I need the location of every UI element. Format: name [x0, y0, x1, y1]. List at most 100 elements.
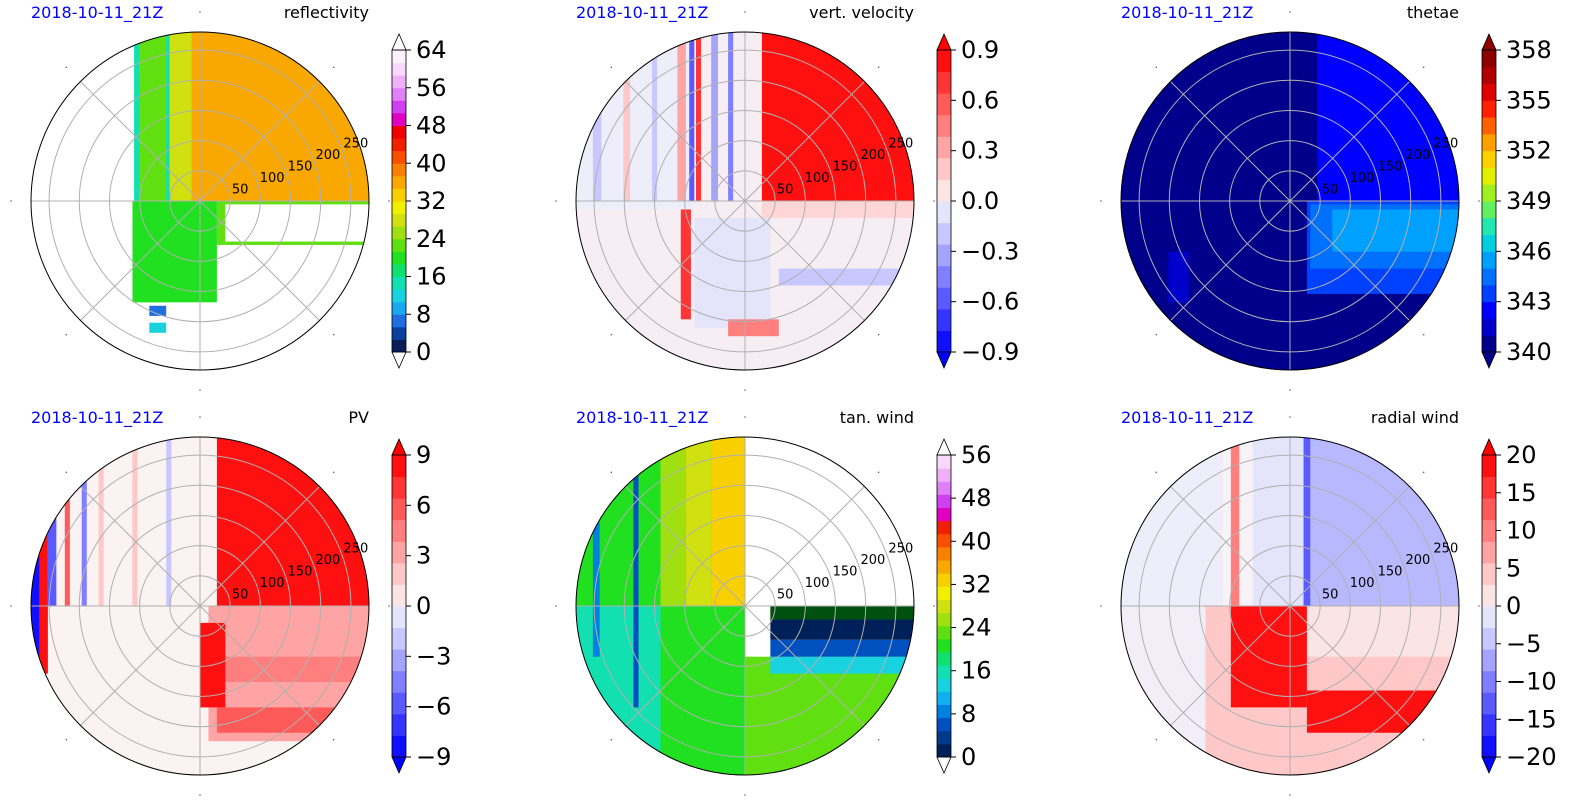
colorbar-segment [1482, 519, 1496, 542]
colorbar-segment [1482, 562, 1496, 585]
colorbar-extend-max [1481, 33, 1497, 51]
field-region [745, 656, 914, 775]
theta-tick [1289, 389, 1291, 391]
field-region [64, 470, 70, 606]
polar-outline [30, 436, 370, 776]
colorbar-segment [392, 476, 406, 499]
colorbar-segment [937, 494, 951, 509]
grid-spoke [744, 605, 865, 726]
colorbar-extend-max [1481, 438, 1497, 456]
theta-tick [877, 333, 880, 336]
colorbar-segment [937, 507, 951, 522]
r-tick-label: 250 [343, 136, 368, 151]
colorbar-segment [392, 649, 406, 672]
polar-outline [575, 436, 915, 776]
r-tick-label: 200 [861, 148, 886, 163]
panel-title: vert. velocity [809, 3, 914, 22]
colorbar-segment [937, 704, 951, 719]
theta-tick [877, 738, 880, 741]
colorbar-tick-label: 64 [416, 36, 447, 64]
r-tick-label: 250 [343, 541, 368, 556]
colorbar-tick-label: 0.3 [961, 137, 999, 165]
theta-tick [933, 200, 935, 202]
colorbar-segment [937, 546, 951, 561]
colorbar-segment [937, 93, 951, 116]
r-tick-label: 50 [1322, 587, 1339, 602]
field-region [728, 319, 779, 337]
colorbar-segment [937, 201, 951, 224]
colorbar-tick-label: 6 [416, 491, 431, 519]
colorbar-segment [392, 175, 406, 189]
grid-spoke [1289, 200, 1410, 321]
field-region [711, 32, 718, 201]
colorbar-segment [937, 625, 951, 640]
panel-date-label: 2018-10-11_21Z [1121, 3, 1253, 23]
colorbar-tick-label: 32 [416, 187, 447, 215]
polar-grid [1121, 32, 1459, 370]
colorbar-segment [937, 691, 951, 705]
theta-tick [65, 738, 68, 741]
panel-title: PV [348, 408, 369, 427]
grid-spoke [625, 605, 746, 726]
colorbar-tick-label: −20 [1506, 743, 1557, 771]
r-tick-label: 100 [805, 576, 830, 591]
field-region [47, 487, 57, 606]
colorbar-tick-label: 0.9 [961, 36, 999, 64]
colorbar-segment [1482, 541, 1496, 564]
theta-tick [555, 605, 557, 607]
theta-tick [877, 471, 880, 474]
colorbar-segment [1482, 167, 1496, 185]
colorbar-extend-min [391, 351, 407, 369]
polar-grid [576, 437, 914, 775]
colorbar-segment [1482, 713, 1496, 736]
colorbar-tick-label: 0.6 [961, 86, 999, 114]
grid-spoke [1289, 486, 1410, 607]
colorbar-segment [1482, 476, 1496, 499]
field-region [1168, 251, 1189, 303]
grid-spoke [1289, 81, 1410, 202]
field-region [592, 32, 602, 201]
theta-tick [1155, 66, 1158, 69]
colorbar-segment [392, 75, 406, 89]
colorbar-segment [937, 308, 951, 331]
colorbar-segment [937, 560, 951, 574]
field-region [576, 606, 661, 775]
colorbar-segment [392, 188, 406, 202]
field-region [1230, 437, 1240, 606]
grid-spoke [1170, 200, 1291, 321]
field-region [31, 538, 40, 657]
colorbar-segment [1482, 150, 1496, 168]
theta-tick [744, 389, 746, 391]
colorbar-tick-label: −5 [1506, 630, 1541, 658]
colorbar-extend-max [936, 33, 952, 51]
colorbar-segment [1482, 335, 1496, 353]
grid-spoke [199, 486, 320, 607]
theta-tick [1100, 200, 1102, 202]
r-tick-label: 50 [777, 587, 794, 602]
r-tick-label: 150 [288, 159, 313, 174]
colorbar-segment [937, 533, 951, 548]
colorbar-segment [1482, 606, 1496, 629]
colorbar-segment [392, 339, 406, 353]
colorbar-segment [392, 50, 406, 64]
r-tick-label: 50 [1322, 182, 1339, 197]
theta-tick [744, 416, 746, 418]
r-tick-label: 50 [777, 182, 794, 197]
colorbar-tick-label: 0 [416, 338, 431, 366]
colorbar-tick-label: −3 [416, 642, 451, 670]
colorbar-tick-label: 352 [1506, 137, 1552, 165]
field-region [1303, 437, 1311, 606]
field-region [1306, 606, 1459, 657]
r-tick-label: 100 [805, 171, 830, 186]
colorbar-tick-label: 20 [1506, 441, 1537, 469]
theta-tick [877, 66, 880, 69]
grid-spoke [1170, 605, 1291, 726]
colorbar-tick-label: −10 [1506, 668, 1557, 696]
r-tick-label: 200 [1406, 148, 1431, 163]
colorbar: −9 −6 −3 0 3 6 9 [391, 438, 451, 774]
colorbar-tick-label: 340 [1506, 338, 1552, 366]
colorbar-tick-label: 8 [416, 300, 431, 328]
colorbar-segment [937, 651, 951, 666]
colorbar-segment [937, 244, 951, 267]
